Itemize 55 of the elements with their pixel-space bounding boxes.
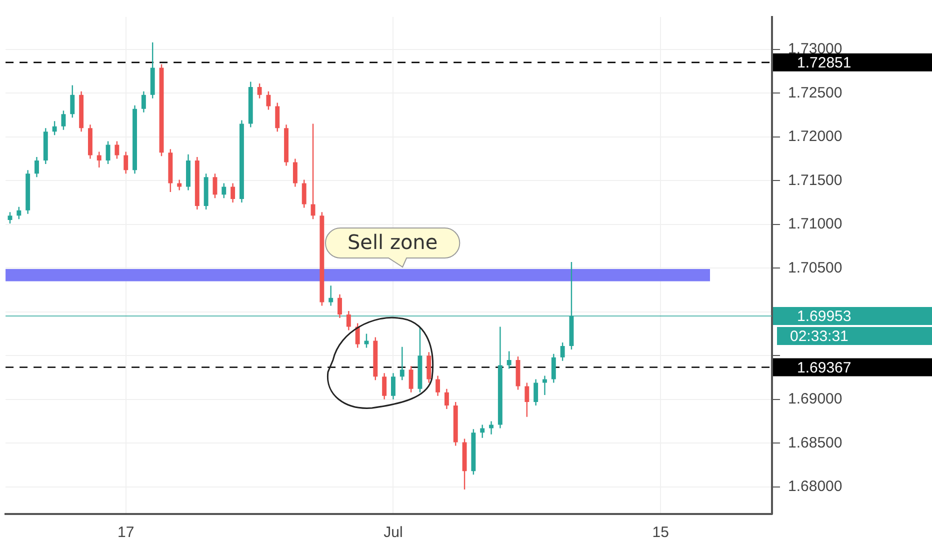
candlestick — [266, 90, 271, 110]
candlestick — [141, 90, 146, 113]
candlestick — [506, 350, 512, 370]
candlestick — [302, 179, 306, 208]
candlestick — [400, 346, 404, 381]
candlestick — [382, 372, 387, 400]
candlestick — [106, 140, 110, 165]
y-tick-label: 1.70500 — [788, 259, 842, 276]
x-tick-label: Jul — [384, 524, 403, 542]
candlestick — [436, 375, 440, 396]
candlestick — [124, 151, 128, 174]
ref-line-label: 1.69953 — [797, 308, 852, 326]
candlestick — [346, 310, 351, 331]
candlestick — [177, 179, 182, 191]
candlestick — [96, 151, 102, 168]
candlestick — [524, 382, 530, 418]
candlestick — [52, 120, 57, 136]
y-tick-label: 1.68000 — [788, 478, 842, 496]
candlestick — [328, 285, 334, 306]
x-tick-label: 15 — [652, 524, 669, 542]
y-tick-label: 1.69000 — [788, 390, 842, 408]
candlestick — [16, 206, 22, 220]
y-tick-label: 1.68500 — [788, 434, 842, 452]
candlestick — [8, 212, 12, 224]
y-tick-label: 1.71500 — [788, 172, 842, 189]
candlestick — [212, 173, 218, 199]
x-tick-label: 17 — [118, 524, 134, 542]
candlestick — [364, 333, 369, 348]
candlestick — [489, 420, 494, 435]
annotation: Sell zone — [347, 230, 438, 254]
candlestick — [338, 294, 342, 319]
candlestick — [551, 353, 556, 384]
candlestick — [292, 158, 298, 188]
candlestick — [542, 375, 547, 396]
candlestick — [230, 182, 236, 204]
candlestick — [257, 82, 262, 99]
candlestick — [391, 372, 396, 400]
candlestick — [222, 182, 226, 199]
candlestick — [114, 140, 120, 160]
y-tick-label: 1.72500 — [788, 84, 842, 102]
y-tick-label: 1.72000 — [788, 128, 842, 146]
candlestick — [408, 366, 414, 393]
candlestick — [34, 156, 39, 178]
candlestick — [355, 322, 360, 348]
y-tick-label: 1.71000 — [788, 216, 842, 233]
candlestick — [534, 378, 538, 406]
candlestick — [70, 84, 75, 118]
candlestick — [560, 342, 565, 362]
candlestick — [426, 352, 432, 384]
text: 02:33:31 — [790, 328, 848, 346]
candlestick — [480, 424, 485, 438]
ref-line-label: 1.69367 — [797, 359, 852, 376]
candlestick — [444, 388, 449, 410]
candlestick — [61, 110, 66, 130]
candlestick — [275, 102, 280, 132]
